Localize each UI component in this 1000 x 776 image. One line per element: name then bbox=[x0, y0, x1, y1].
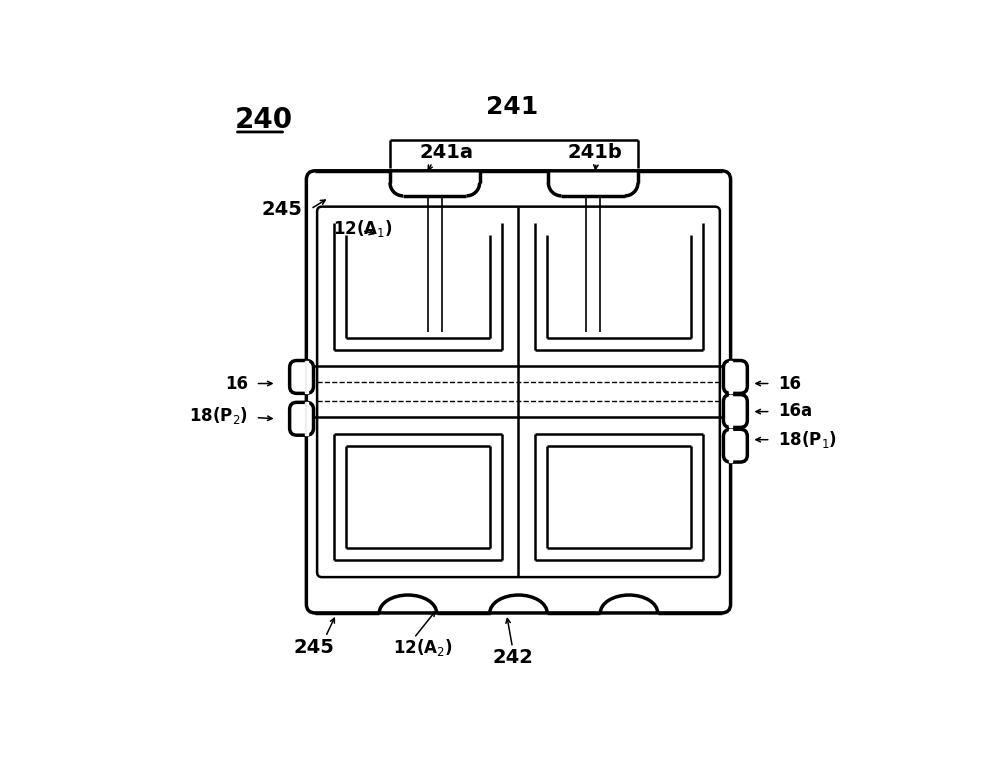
Polygon shape bbox=[305, 402, 308, 435]
FancyBboxPatch shape bbox=[290, 402, 314, 435]
Text: 241b: 241b bbox=[568, 144, 622, 162]
Text: 245: 245 bbox=[261, 199, 302, 219]
Text: 245: 245 bbox=[294, 638, 335, 657]
Text: 12(A$_2$): 12(A$_2$) bbox=[393, 637, 453, 658]
Text: 16a: 16a bbox=[778, 402, 813, 420]
Text: 242: 242 bbox=[492, 648, 533, 667]
Text: 12(A$_1$): 12(A$_1$) bbox=[333, 218, 393, 239]
Text: 16: 16 bbox=[778, 375, 801, 393]
Polygon shape bbox=[729, 361, 732, 393]
Polygon shape bbox=[390, 168, 480, 196]
FancyBboxPatch shape bbox=[723, 394, 747, 428]
Polygon shape bbox=[600, 595, 658, 616]
Polygon shape bbox=[305, 361, 308, 393]
Polygon shape bbox=[548, 168, 638, 196]
Text: 241a: 241a bbox=[420, 144, 474, 162]
FancyBboxPatch shape bbox=[723, 429, 747, 462]
Polygon shape bbox=[379, 595, 437, 616]
Text: 16: 16 bbox=[225, 375, 248, 393]
FancyBboxPatch shape bbox=[723, 361, 747, 393]
Polygon shape bbox=[729, 429, 732, 462]
Text: 240: 240 bbox=[235, 106, 293, 134]
FancyBboxPatch shape bbox=[290, 361, 314, 393]
Text: 241: 241 bbox=[486, 95, 539, 120]
Text: 18(P$_1$): 18(P$_1$) bbox=[778, 429, 838, 450]
Text: 18(P$_2$): 18(P$_2$) bbox=[189, 405, 248, 426]
Polygon shape bbox=[729, 394, 732, 428]
Polygon shape bbox=[490, 595, 547, 616]
